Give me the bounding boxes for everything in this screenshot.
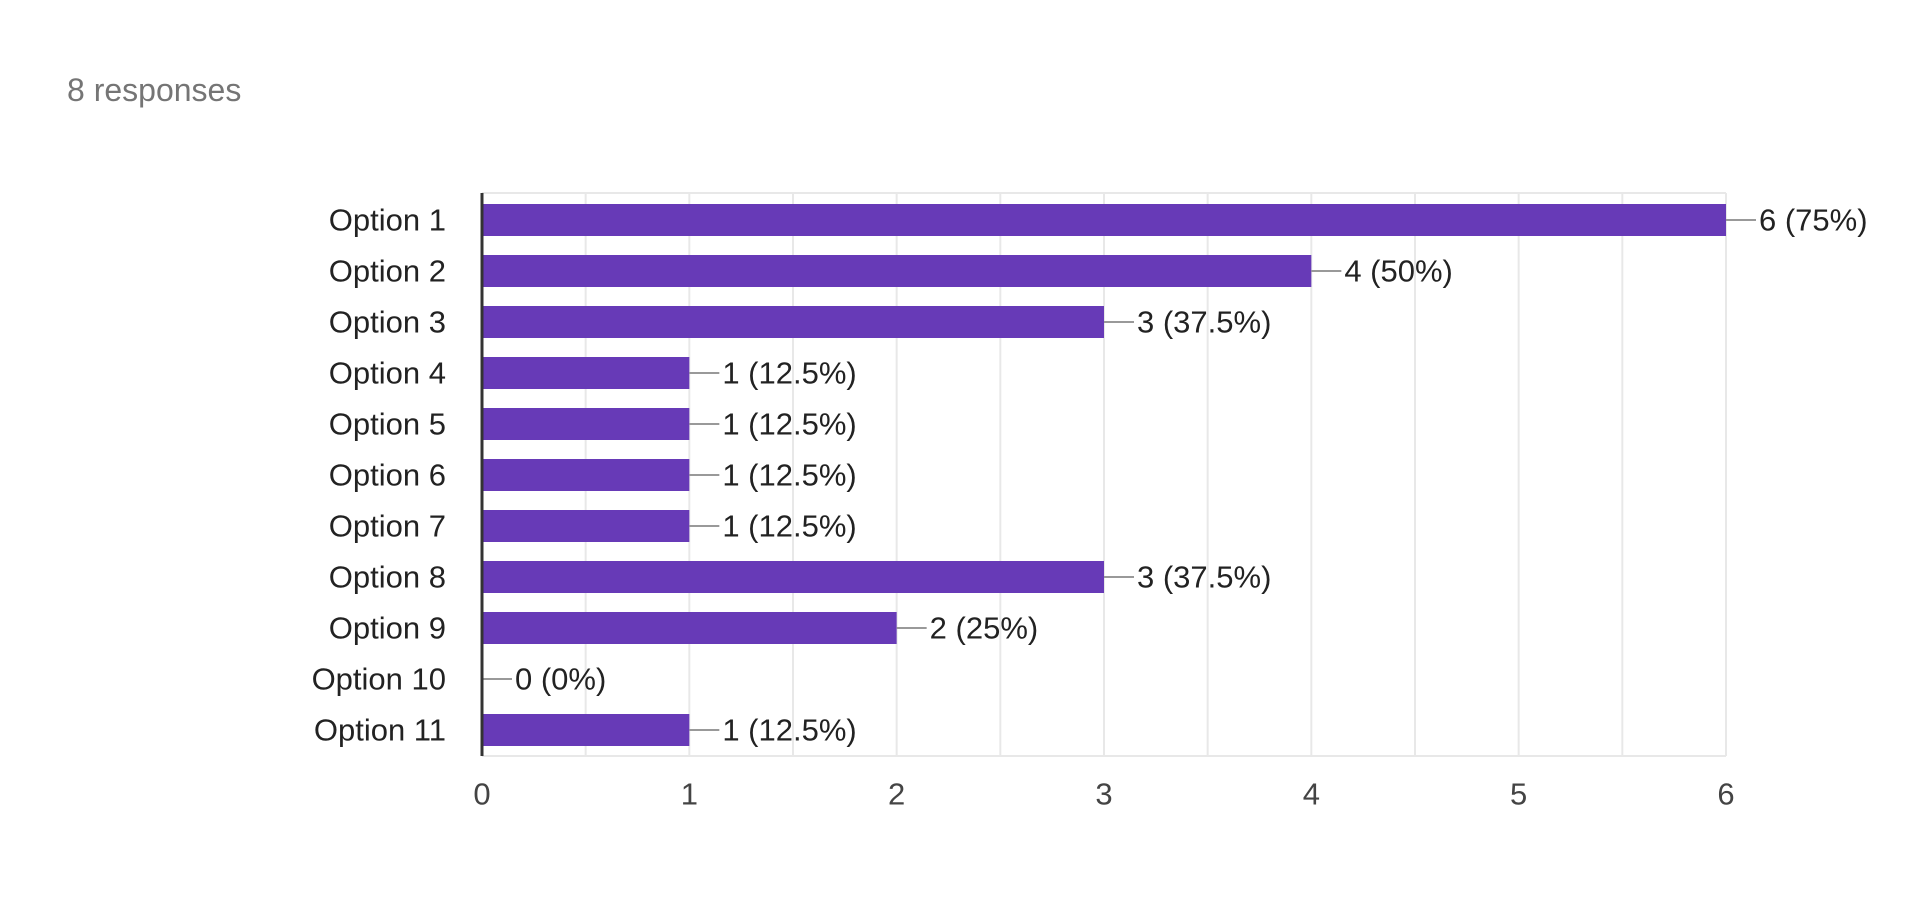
data-label: 3 (37.5%) [1137,560,1271,595]
data-label: 4 (50%) [1344,254,1453,289]
category-label: Option 10 [312,662,446,697]
data-label: 6 (75%) [1759,203,1868,238]
data-label: 2 (25%) [930,611,1039,646]
data-label: 0 (0%) [515,662,606,697]
data-label: 1 (12.5%) [722,407,856,442]
data-label: 1 (12.5%) [722,509,856,544]
x-tick-label: 4 [1303,777,1320,812]
bar [482,255,1312,287]
category-label: Option 4 [329,356,446,391]
category-label: Option 2 [329,254,446,289]
x-tick-label: 3 [1095,777,1112,812]
bar [482,459,690,491]
data-label: 3 (37.5%) [1137,305,1271,340]
bar [482,408,690,440]
category-label: Option 8 [329,560,446,595]
category-label: Option 9 [329,611,446,646]
responses-count: 8 responses [67,72,242,108]
x-tick-label: 6 [1717,777,1734,812]
x-tick-label: 0 [473,777,490,812]
category-label: Option 1 [329,203,446,238]
bar [482,357,690,389]
data-label: 1 (12.5%) [722,356,856,391]
bar [482,510,690,542]
x-tick-label: 5 [1510,777,1527,812]
x-tick-label: 1 [681,777,698,812]
category-label: Option 7 [329,509,446,544]
x-tick-label: 2 [888,777,905,812]
bar [482,714,690,746]
category-label: Option 3 [329,305,446,340]
category-label: Option 5 [329,407,446,442]
data-label: 1 (12.5%) [722,458,856,493]
category-label: Option 11 [314,713,446,748]
data-label: 1 (12.5%) [722,713,856,748]
category-label: Option 6 [329,458,446,493]
bar [482,561,1104,593]
bar [482,612,897,644]
bar [482,306,1104,338]
bar [482,204,1726,236]
